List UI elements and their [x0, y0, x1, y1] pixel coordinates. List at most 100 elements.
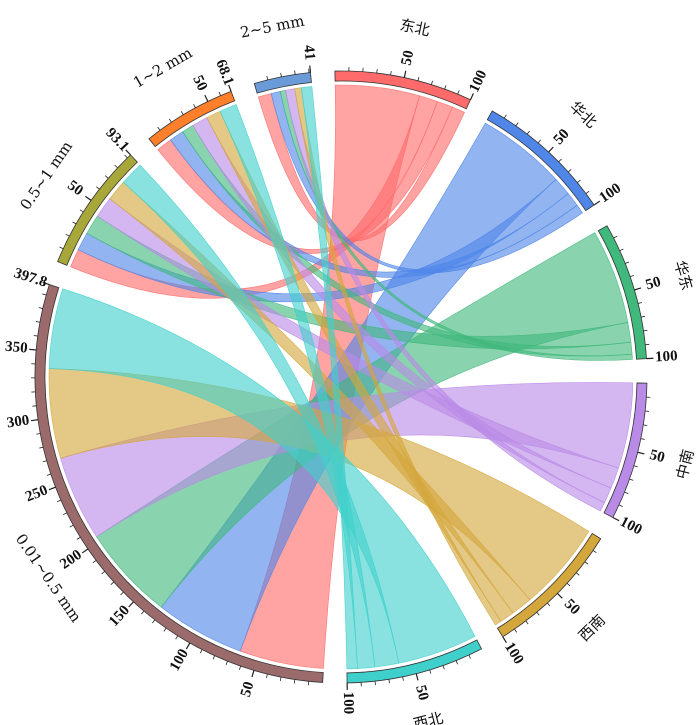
minor-tick-4-30 [575, 572, 580, 576]
tick-label: 100 [617, 514, 644, 539]
major-tick-6-19 [42, 281, 50, 286]
minor-tick-6-230 [63, 512, 67, 515]
tick-label: 50 [189, 73, 210, 93]
ribbon-11 [279, 89, 633, 361]
minor-tick-0-90 [457, 90, 460, 95]
minor-tick-1-40 [537, 139, 541, 144]
minor-tick-8-20 [168, 118, 172, 123]
minor-tick-3-90 [618, 504, 623, 507]
tick-label: 93.1 [102, 125, 132, 155]
minor-tick-1-10 [503, 114, 507, 119]
major-tick-7-20 [85, 195, 92, 201]
sector-label-5: 西北 [412, 709, 446, 725]
sector-label-4: 西南 [575, 611, 609, 645]
minor-tick-6-20 [293, 679, 296, 684]
minor-tick-7-40 [79, 209, 84, 213]
tick-label: 200 [57, 547, 85, 573]
minor-tick-6-160 [120, 591, 124, 596]
minor-tick-8-10 [157, 126, 161, 131]
major-tick-6-14 [128, 601, 134, 608]
sector-arc-0 [334, 70, 472, 110]
tick-label: 50 [644, 274, 663, 294]
minor-tick-6-40 [266, 673, 268, 679]
major-tick-0-1 [469, 93, 474, 101]
tick-label: 250 [23, 482, 50, 505]
minor-tick-2-80 [643, 329, 648, 332]
minor-tick-3-70 [629, 478, 634, 481]
minor-tick-2-40 [629, 274, 634, 278]
major-tick-3-7 [612, 516, 620, 522]
minor-tick-6-380 [38, 307, 43, 309]
ribbon-19 [294, 87, 502, 626]
ribbon-15 [285, 88, 605, 512]
tick-label: 100 [340, 692, 356, 715]
minor-tick-2-60 [637, 302, 643, 304]
sector-arc-layer [34, 70, 648, 684]
minor-tick-1-90 [585, 190, 590, 194]
minor-tick-4-80 [525, 620, 529, 625]
minor-tick-4-20 [584, 561, 589, 565]
minor-tick-5-10 [468, 654, 471, 659]
minor-tick-6-370 [35, 321, 41, 323]
tick-label: 50 [238, 680, 258, 699]
minor-tick-3-60 [633, 465, 638, 468]
major-tick-6-12 [251, 670, 255, 678]
minor-tick-3-30 [643, 424, 648, 426]
minor-tick-5-60 [402, 676, 404, 681]
minor-tick-2-70 [640, 315, 646, 318]
minor-tick-5-30 [442, 665, 445, 670]
tick-label: 100 [501, 640, 526, 668]
sector-arc-1 [486, 110, 595, 212]
sector-label-8: 1~2 mm [130, 44, 195, 92]
minor-tick-6-80 [212, 655, 216, 660]
minor-tick-1-30 [526, 130, 530, 135]
sector-arc-7 [57, 154, 138, 266]
minor-tick-5-20 [455, 660, 458, 665]
minor-tick-4-40 [566, 582, 571, 587]
minor-tick-6-60 [238, 665, 242, 670]
minor-tick-8-40 [193, 104, 196, 109]
minor-tick-6-70 [225, 661, 228, 666]
minor-tick-2-10 [613, 235, 618, 239]
minor-tick-6-220 [69, 524, 74, 528]
minor-tick-3-40 [640, 438, 645, 440]
sector-arc-9 [253, 72, 312, 94]
minor-tick-6-240 [57, 499, 62, 503]
minor-tick-7-80 [114, 164, 118, 169]
minor-tick-7-20 [65, 233, 70, 237]
minor-tick-6-270 [42, 460, 47, 463]
minor-tick-1-20 [515, 122, 519, 127]
minor-tick-6-280 [39, 446, 44, 449]
ribbon-7 [270, 91, 583, 274]
minor-tick-6-290 [36, 433, 41, 435]
minor-tick-6-390 [42, 293, 47, 296]
minor-tick-7-60 [96, 186, 100, 190]
minor-tick-4-10 [592, 550, 597, 554]
minor-tick-6-210 [76, 536, 81, 540]
tick-label: 50 [399, 49, 418, 67]
tick-label: 350 [4, 339, 28, 357]
tick-label: 300 [6, 412, 31, 431]
minor-tick-5-40 [429, 669, 432, 674]
minor-tick-9-20 [280, 72, 282, 77]
major-tick-6-13 [185, 642, 191, 650]
minor-tick-6-180 [101, 571, 105, 575]
tick-label: 100 [655, 348, 678, 365]
tick-label: 50 [412, 684, 431, 702]
minor-tick-9-10 [266, 75, 269, 80]
tick-label: 41 [300, 44, 317, 61]
minor-tick-8-30 [180, 111, 184, 115]
ribbon-23 [300, 86, 358, 670]
sector-label-6: 0.01~0.5 mm [12, 530, 85, 625]
sector-label-0: 东北 [398, 16, 431, 40]
tick-label: 50 [551, 126, 573, 148]
minor-tick-6-260 [46, 473, 51, 476]
major-tick-4-8 [556, 592, 563, 599]
tick-label: 397.8 [12, 265, 49, 290]
minor-tick-0-80 [444, 85, 447, 90]
sector-arc-8 [148, 90, 236, 148]
minor-tick-8-60 [218, 91, 221, 96]
major-tick-6-17 [30, 419, 39, 422]
tick-label: 100 [597, 180, 625, 206]
